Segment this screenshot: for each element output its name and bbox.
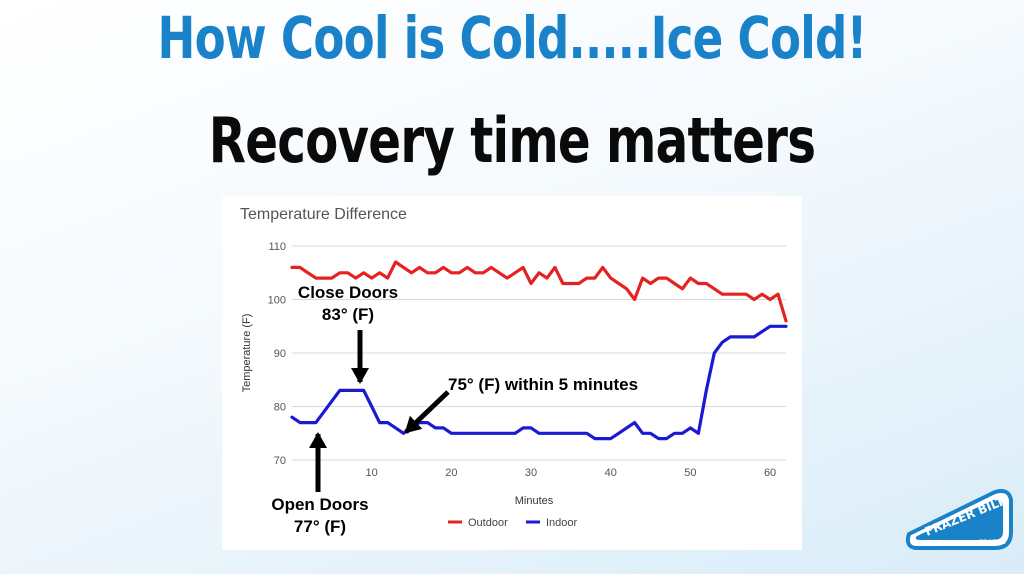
x-tick-label: 40 — [605, 467, 617, 479]
annotation-close-doors-temp: 83° (F) — [322, 305, 374, 324]
legend-label: Indoor — [546, 517, 578, 529]
close-doors-arrow-head — [351, 368, 369, 384]
temperature-chart: 70 80 90 100 110 10 20 30 40 50 60 Minutes Temperatu… — [241, 241, 788, 536]
x-axis-label: Minutes — [515, 495, 554, 507]
series-line-outdoor — [290, 260, 788, 323]
annotation-open-doors-temp: 77° (F) — [294, 517, 346, 536]
legend-label: Outdoor — [468, 517, 508, 529]
x-tick-label: 20 — [445, 467, 457, 479]
logo-subtext: FRAZER — [979, 539, 1006, 546]
annotation-recovery: 75° (F) within 5 minutes — [448, 375, 638, 394]
slide-subtitle: Recovery time matters — [208, 104, 816, 177]
annotation-close-doors: Close Doors — [298, 283, 398, 302]
open-doors-arrow-head — [309, 432, 327, 448]
series-line-indoor — [290, 324, 788, 441]
x-tick-label: 30 — [525, 467, 537, 479]
y-tick-label: 80 — [274, 402, 286, 414]
recovery-arrow-head — [404, 415, 423, 434]
y-tick-label: 70 — [274, 455, 286, 467]
chart-title: Temperature Difference — [240, 206, 407, 223]
frazer-bilt-logo: FRAZER BILT FRAZER — [905, 489, 1013, 550]
slide-title: How Cool is Cold.....Ice Cold! — [157, 4, 868, 72]
x-tick-label: 50 — [684, 467, 696, 479]
chart-card: 70 80 90 100 110 10 20 30 40 50 60 Minutes Temperatu… — [222, 196, 802, 550]
annotation-open-doors: Open Doors — [271, 495, 368, 514]
y-tick-label: 90 — [274, 348, 286, 360]
y-axis-label: Temperature (F) — [241, 314, 253, 393]
x-tick-label: 60 — [764, 467, 776, 479]
y-tick-label: 110 — [268, 241, 286, 253]
x-tick-label: 10 — [366, 467, 378, 479]
y-tick-label: 100 — [268, 295, 286, 307]
